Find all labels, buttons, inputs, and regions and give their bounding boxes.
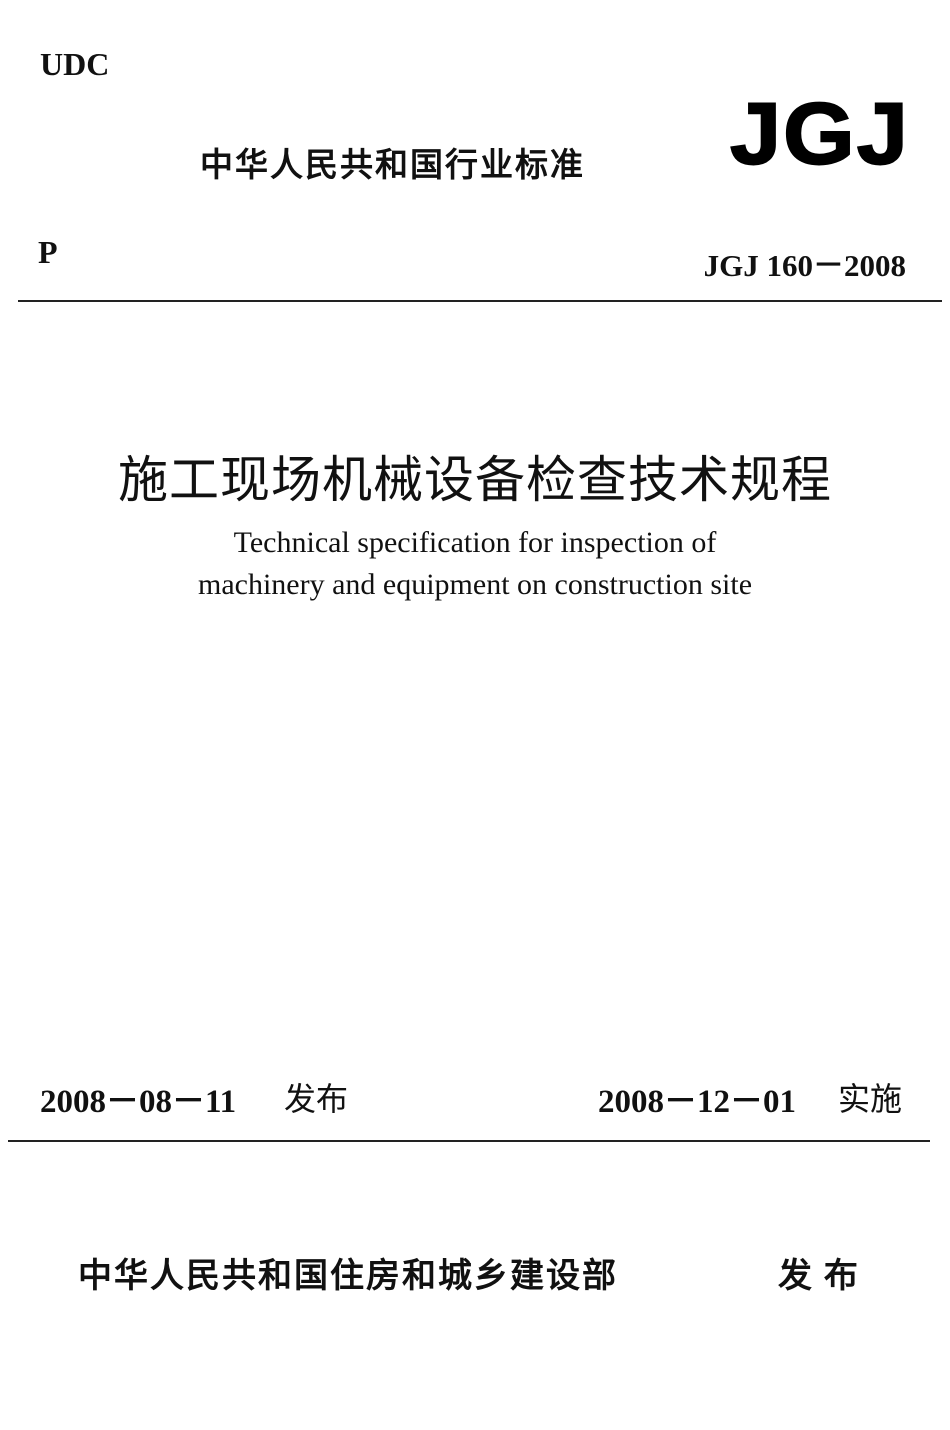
issue-date: 2008－08－11 <box>40 1084 237 1120</box>
publish-label: 发 布 <box>778 1256 858 1296</box>
jgj-logo: JGJ <box>729 85 910 183</box>
document-title-english-line2: machinery and equipment on construction … <box>197 568 753 601</box>
document-title-chinese: 施工现场机械设备检查技术规程 <box>118 451 832 509</box>
effective-label: 实施 <box>838 1080 903 1118</box>
classification-code: P <box>38 234 58 270</box>
dates-divider <box>8 1140 930 1142</box>
publisher: 中华人民共和国住房和城乡建设部 <box>78 1256 618 1296</box>
document-title-english-line1: Technical specification for inspection o… <box>233 526 717 559</box>
header-divider <box>18 300 942 302</box>
standard-category: 中华人民共和国行业标准 <box>200 145 585 184</box>
effective-date: 2008－12－01 <box>598 1084 796 1120</box>
udc-label: UDC <box>40 46 110 82</box>
issue-label: 发布 <box>284 1080 349 1118</box>
standard-number: JGJ 160－2008 <box>703 248 906 283</box>
